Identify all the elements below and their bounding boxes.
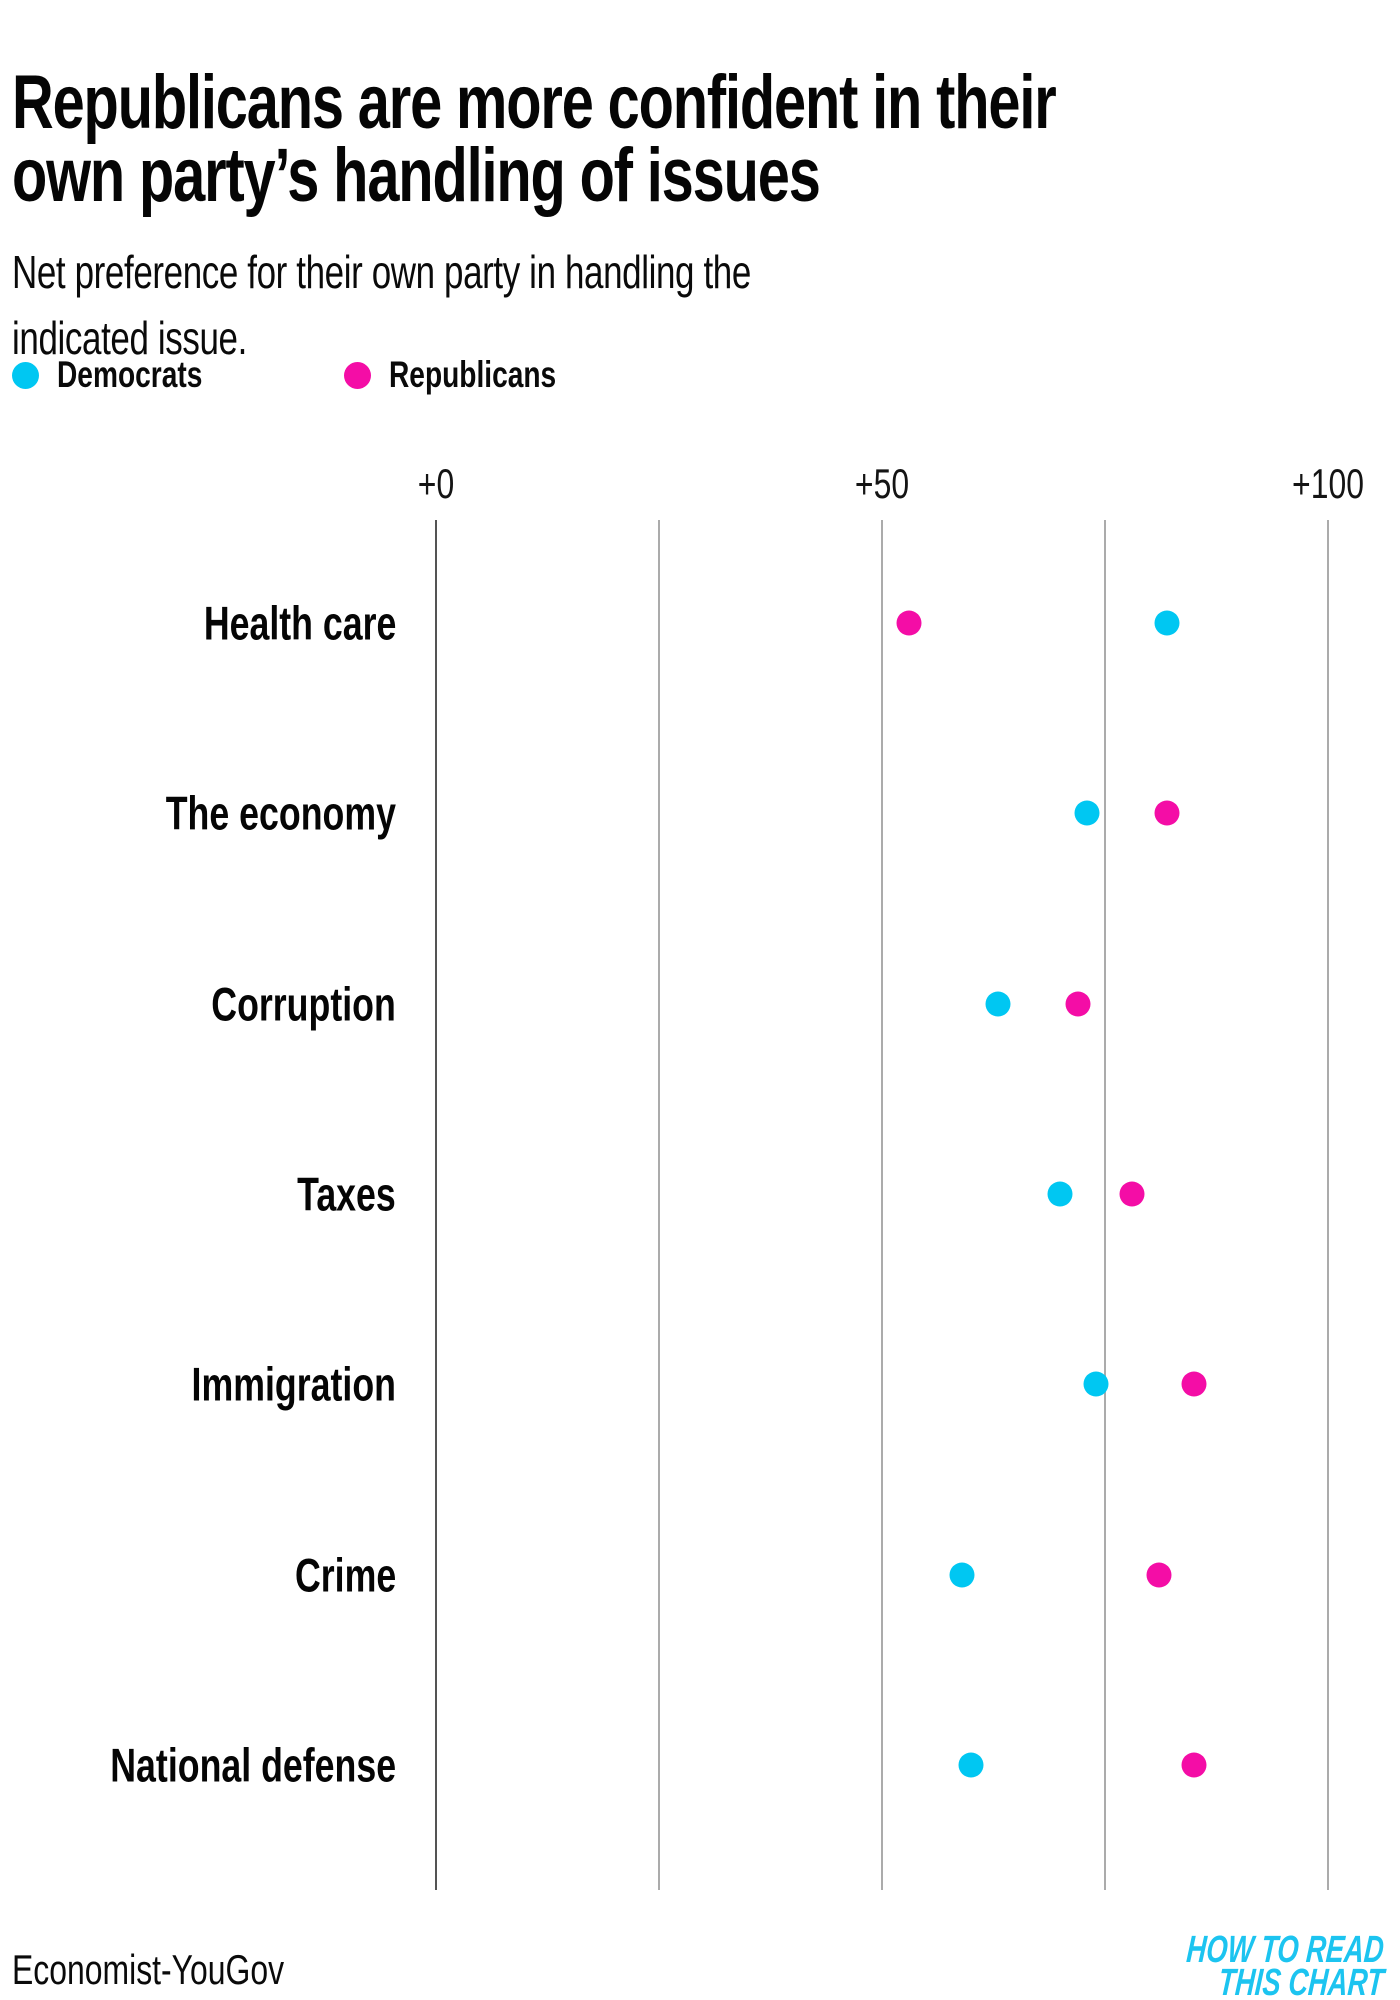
- democrats-dot-health-care: [1154, 610, 1180, 636]
- category-text: Health care: [203, 596, 396, 650]
- category-label-national-defense: National defense: [20, 1737, 396, 1792]
- democrats-dot-corruption: [985, 991, 1011, 1017]
- category-label-corruption: Corruption: [153, 976, 396, 1031]
- x-tick-label-0: +0: [412, 460, 460, 508]
- logo-line-2: THIS CHART: [1217, 1962, 1386, 2000]
- gridline-75: [1104, 520, 1106, 1890]
- source-text: Economist-YouGov: [12, 1946, 285, 1993]
- democrats-dot-national-defense: [958, 1752, 984, 1778]
- x-tick-text: +50: [854, 460, 910, 507]
- x-tick-text: +100: [1292, 460, 1364, 507]
- legend-label-republicans: Republicans: [389, 354, 557, 395]
- democrats-dot-the-economy: [1074, 800, 1100, 826]
- legend: Democrats Republicans: [12, 350, 609, 400]
- gridline-50: [881, 520, 883, 1890]
- gridline-25: [658, 520, 660, 1890]
- legend-label-democrats: Democrats: [57, 354, 203, 395]
- category-labels: Health care The economy Corruption Taxes Imm…: [0, 520, 396, 1890]
- subtitle-line-1: Net preference for their own party in ha…: [12, 246, 751, 298]
- source-credit: Economist-YouGov: [12, 1946, 370, 1994]
- legend-item-republicans: Republicans: [344, 354, 609, 396]
- gridline-100: [1327, 520, 1329, 1890]
- x-axis: +0 +50 +100: [418, 460, 1364, 510]
- republicans-dot-corruption: [1065, 991, 1091, 1017]
- category-label-taxes: Taxes: [266, 1166, 396, 1221]
- democrats-legend-dot-icon: [12, 361, 39, 389]
- category-label-crime: Crime: [263, 1547, 396, 1602]
- democrats-dot-taxes: [1047, 1181, 1073, 1207]
- chart-subtitle: Net preference for their own party in ha…: [12, 240, 984, 372]
- republicans-dot-crime: [1146, 1562, 1172, 1588]
- title-line-1: Republicans are more confident in their: [12, 59, 1057, 145]
- category-label-health-care: Health care: [143, 596, 396, 651]
- category-text: National defense: [110, 1738, 396, 1792]
- republicans-dot-taxes: [1119, 1181, 1145, 1207]
- page-title: Republicans are more confident in their …: [12, 59, 1385, 218]
- republicans-dot-health-care: [896, 610, 922, 636]
- republicans-dot-the-economy: [1154, 800, 1180, 826]
- plot-area: [435, 520, 1329, 1890]
- republicans-dot-immigration: [1181, 1371, 1207, 1397]
- category-text: Corruption: [211, 977, 396, 1031]
- category-text: Immigration: [191, 1357, 396, 1411]
- subtitle-line-2: indicated issue.: [12, 311, 247, 364]
- x-tick-label-50: +50: [846, 460, 917, 508]
- title-line-2: own party’s handling of issues: [12, 132, 821, 218]
- category-label-immigration: Immigration: [127, 1357, 396, 1412]
- category-text: Taxes: [297, 1167, 396, 1221]
- x-tick-label-100: +100: [1281, 460, 1376, 508]
- republicans-dot-national-defense: [1181, 1752, 1207, 1778]
- how-to-read-this-chart-logo: HOW TO READ THIS CHART: [1110, 1929, 1386, 2000]
- gridline-0: [435, 520, 437, 1890]
- category-label-the-economy: The economy: [93, 786, 396, 841]
- legend-item-democrats: Democrats: [12, 354, 248, 396]
- x-tick-text: +0: [417, 460, 455, 507]
- republicans-legend-dot-icon: [344, 361, 372, 389]
- category-text: Crime: [294, 1548, 396, 1602]
- democrats-dot-crime: [949, 1562, 975, 1588]
- category-text: The economy: [165, 786, 396, 840]
- democrats-dot-immigration: [1083, 1371, 1109, 1397]
